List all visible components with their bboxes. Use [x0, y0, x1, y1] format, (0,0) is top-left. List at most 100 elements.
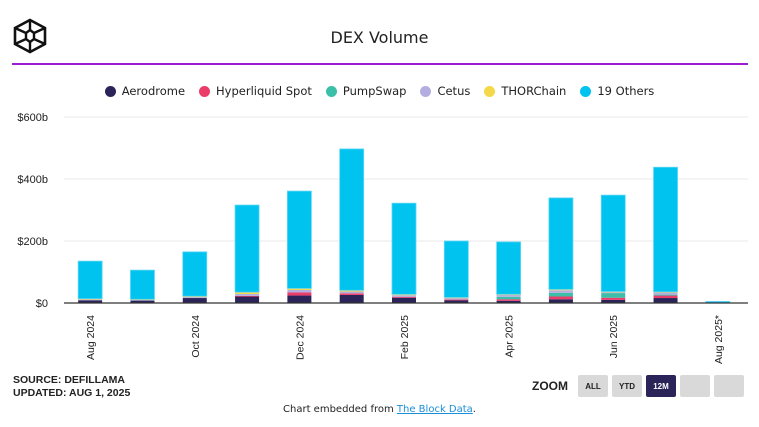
legend-item-aerodrome[interactable]: Aerodrome	[104, 84, 186, 98]
bar-segment-aerodrome	[339, 294, 364, 303]
bar-segment-hyperliquid-spot	[601, 297, 626, 300]
bar-segment-19-others	[600, 194, 626, 292]
bar-segment-cetus	[78, 299, 103, 301]
zoom-blank-button-1[interactable]	[680, 375, 710, 397]
bar-segment-hyperliquid-spot	[339, 293, 364, 295]
bar-segment-pumpswap	[653, 294, 678, 296]
bar-segment-19-others	[548, 197, 574, 290]
legend-swatch-icon	[325, 85, 337, 97]
legend-label: Cetus	[437, 84, 471, 98]
the-block-data-link[interactable]: The Block Data	[396, 404, 473, 415]
bar-segment-19-others	[234, 204, 260, 293]
bar-segment-19-others	[443, 240, 469, 298]
embed-note: Chart embedded from The Block Data.	[0, 404, 759, 415]
title-divider	[12, 63, 748, 65]
embed-prefix: Chart embedded from	[283, 404, 397, 415]
legend-label: PumpSwap	[342, 84, 407, 98]
bar-segment-thorchain	[444, 297, 469, 299]
bar-segment-cetus	[444, 298, 469, 300]
bar-segment-aerodrome	[182, 298, 207, 303]
bar-segment-19-others	[339, 148, 365, 291]
bar-segment-19-others	[286, 190, 312, 289]
zoom-blank-button-2[interactable]	[714, 375, 744, 397]
bar-segment-cetus	[496, 294, 521, 297]
bar-segment-cetus	[653, 292, 678, 295]
zoom-all-button[interactable]: ALL	[578, 375, 608, 397]
bar-segment-aerodrome	[130, 300, 155, 303]
y-tick-label: $400b	[17, 174, 48, 186]
bar-segment-thorchain	[653, 291, 678, 293]
bar-segment-thorchain	[78, 298, 103, 300]
bar-segment-cetus	[287, 289, 312, 293]
x-tick-label: Jun 2025	[608, 315, 620, 358]
x-tick-label: Apr 2025	[504, 315, 516, 358]
bar-segment-cetus	[182, 297, 207, 299]
legend-label: Aerodrome	[121, 84, 186, 98]
bar-segment-hyperliquid-spot	[287, 292, 312, 296]
zoom-ytd-button[interactable]: YTD	[612, 375, 642, 397]
legend-item-pumpswap[interactable]: PumpSwap	[325, 84, 407, 98]
bar-segment-aerodrome	[287, 295, 312, 303]
bar-segment-19-others	[77, 260, 103, 300]
zoom-controls: ZOOM ALL YTD 12M	[532, 375, 744, 397]
bar-segment-aerodrome	[548, 299, 573, 303]
stacked-bar-chart: $0 $200b $400b $600b Aug 2024 Oct 2024 Dec 202…	[17, 112, 748, 364]
legend-item-hyperliquid-spot[interactable]: Hyperliquid Spot	[199, 84, 312, 98]
bar-segment-thorchain	[339, 290, 364, 292]
bar-segment-pumpswap	[601, 293, 626, 298]
bar-segment-aerodrome	[392, 297, 416, 303]
bar-segment-thorchain	[392, 294, 416, 296]
bar-segment-aerodrome	[653, 298, 678, 303]
bar-segment-aerodrome	[601, 299, 626, 303]
legend-item-thorchain[interactable]: THORChain	[484, 84, 566, 98]
zoom-label: ZOOM	[532, 379, 568, 393]
x-tick-label: Dec 2024	[294, 315, 306, 360]
bar-segment-thorchain	[548, 289, 573, 291]
source-label: SOURCE: DEFILLAMA	[13, 374, 125, 386]
bar-segment-thorchain	[235, 292, 260, 295]
bar-segment-thorchain	[130, 299, 155, 301]
bar-segment-19-others	[653, 166, 678, 293]
zoom-12m-button[interactable]: 12M	[646, 375, 676, 397]
y-tick-label: $0	[36, 298, 48, 310]
bar-segment-19-others	[391, 202, 417, 295]
y-tick-label: $600b	[17, 112, 48, 124]
bar-segment-hyperliquid-spot	[653, 295, 678, 299]
bar-segment-aerodrome	[235, 296, 260, 303]
bar-segment-thorchain	[496, 294, 521, 296]
legend-item-cetus[interactable]: Cetus	[420, 84, 470, 98]
bar-segment-cetus	[130, 299, 155, 301]
bar-segment-cetus	[235, 294, 260, 296]
embed-suffix: .	[472, 404, 476, 415]
updated-label: UPDATED: AUG 1, 2025	[13, 387, 131, 399]
x-tick-label: Oct 2024	[190, 315, 202, 358]
bar-segment-19-others	[496, 241, 522, 295]
bar-segment-hyperliquid-spot	[235, 295, 260, 297]
bar-segment-cetus	[601, 292, 626, 294]
x-tick-label: Aug 2025*	[713, 315, 725, 364]
legend-swatch-icon	[199, 85, 211, 97]
legend-swatch-icon	[420, 85, 432, 97]
bar-segment-thorchain	[182, 296, 207, 298]
legend-swatch-icon	[484, 85, 496, 97]
bar-segment-cetus	[392, 295, 416, 297]
bar-segment-hyperliquid-spot	[392, 296, 416, 298]
legend-label: THORChain	[501, 84, 567, 98]
bar-segment-19-others	[182, 251, 208, 297]
bar-segment-thorchain	[287, 288, 312, 290]
bar-segment-hyperliquid-spot	[496, 299, 521, 301]
bar-segment-hyperliquid-spot	[444, 299, 469, 301]
bar-segment-hyperliquid-spot	[548, 296, 573, 300]
bar-segment-pumpswap	[496, 296, 521, 300]
bar-segment-aerodrome	[496, 300, 521, 303]
bar-segment-cetus	[548, 290, 573, 293]
legend-swatch-icon	[580, 85, 592, 97]
bar-segment-aerodrome	[78, 300, 103, 303]
bar-segment-pumpswap	[548, 292, 573, 297]
bar-segment-cetus	[339, 291, 364, 294]
x-tick-label: Aug 2024	[85, 315, 97, 360]
legend-item-19-others[interactable]: 19 Others	[580, 84, 654, 98]
legend-swatch-icon	[104, 85, 116, 97]
chart-title: DEX Volume	[330, 28, 429, 47]
x-tick-label: Feb 2025	[399, 315, 411, 360]
